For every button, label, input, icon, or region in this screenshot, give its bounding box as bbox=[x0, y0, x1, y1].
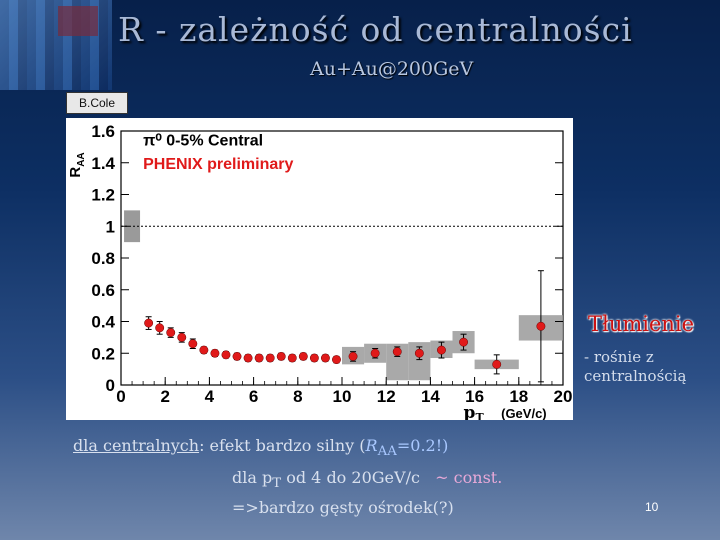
line2-prefix: dla p bbox=[232, 468, 273, 487]
data-point bbox=[265, 353, 275, 363]
y-tick-label: 0 bbox=[106, 376, 115, 395]
normalization-box bbox=[124, 210, 141, 243]
chart-panel: 0 0.2 0.4 0.6 0.8 1 1.2 1.4 1.6 0 2 4 6 8 10 12 14 16 18 20… bbox=[66, 118, 573, 420]
x-tick-label: 8 bbox=[293, 387, 302, 406]
y-tick-label: 0.2 bbox=[91, 344, 115, 363]
data-point bbox=[287, 353, 297, 363]
x-axis-unit: (GeV/c) bbox=[501, 406, 547, 420]
raa-symbol: R bbox=[365, 436, 378, 455]
y-axis-label-sub: AA bbox=[76, 152, 87, 166]
y-tick-label: 0.6 bbox=[91, 281, 115, 300]
y-tick-label: 1.6 bbox=[91, 122, 115, 141]
slide-title: R - zależność od centralności bbox=[118, 10, 633, 49]
y-tick-label: 1.4 bbox=[91, 154, 115, 173]
data-point bbox=[144, 318, 154, 328]
x-axis-label-main: p bbox=[464, 403, 476, 420]
systematic-band bbox=[408, 342, 431, 381]
data-point bbox=[155, 323, 165, 333]
data-point bbox=[243, 353, 253, 363]
summary-raa: RAA=0.2!) bbox=[365, 436, 449, 459]
x-tick-label: 4 bbox=[205, 387, 215, 406]
x-axis-label-sub: T bbox=[475, 411, 484, 420]
x-tick-label: 6 bbox=[249, 387, 258, 406]
chart-title: π⁰ 0-5% Central bbox=[143, 132, 263, 149]
raa-value: =0.2!) bbox=[396, 436, 449, 455]
y-tick-label: 1 bbox=[106, 217, 115, 236]
data-point bbox=[437, 345, 446, 355]
x-tick-label: 10 bbox=[333, 387, 352, 406]
x-tick-label: 14 bbox=[421, 387, 440, 406]
data-point bbox=[276, 351, 286, 361]
summary-text: : efekt bardzo silny ( bbox=[199, 436, 366, 455]
data-point bbox=[188, 339, 198, 349]
y-axis-label: RAA bbox=[67, 152, 87, 177]
data-point bbox=[309, 353, 319, 363]
slide-subtitle: Au+Au@200GeV bbox=[310, 58, 474, 80]
x-tick-label: 18 bbox=[509, 387, 528, 406]
x-axis-label: pT bbox=[464, 403, 485, 420]
chart-subtitle: PHENIX preliminary bbox=[143, 156, 293, 173]
data-point bbox=[166, 328, 176, 338]
data-point bbox=[370, 348, 380, 358]
x-tick-label: 20 bbox=[554, 387, 573, 406]
x-tick-label: 12 bbox=[377, 387, 396, 406]
y-tick-label: 0.4 bbox=[91, 313, 115, 332]
data-point bbox=[210, 348, 220, 358]
x-tick-label: 0 bbox=[116, 387, 125, 406]
data-point bbox=[348, 351, 358, 361]
y-tick-label: 1.2 bbox=[91, 186, 115, 205]
summary-line-3: =>bardzo gęsty ośrodek(?) bbox=[232, 498, 454, 517]
data-point bbox=[332, 355, 341, 365]
data-point bbox=[298, 351, 308, 361]
data-point bbox=[536, 321, 546, 331]
data-point bbox=[492, 359, 502, 369]
y-tick-label: 0.8 bbox=[91, 249, 115, 268]
systematic-band bbox=[386, 343, 409, 381]
credit-label: B.Cole bbox=[66, 92, 128, 114]
data-point bbox=[459, 337, 468, 347]
summary-line-1: dla centralnych: efekt bardzo silny (RAA… bbox=[73, 436, 448, 459]
x-tick-label: 2 bbox=[160, 387, 169, 406]
summary-label: dla centralnych bbox=[73, 436, 200, 455]
page-number: 10 bbox=[645, 500, 659, 514]
data-point bbox=[199, 345, 209, 355]
data-point bbox=[221, 350, 231, 360]
corner-decoration bbox=[0, 0, 112, 90]
line2-subscript: T bbox=[272, 476, 282, 492]
raa-chart: 0 0.2 0.4 0.6 0.8 1 1.2 1.4 1.6 0 2 4 6 8 10 12 14 16 18 20… bbox=[67, 122, 573, 420]
data-point bbox=[232, 351, 242, 361]
data-point bbox=[414, 348, 424, 358]
data-point bbox=[392, 347, 402, 357]
x-tick-label: 16 bbox=[465, 387, 484, 406]
y-axis-label-main: R bbox=[67, 167, 84, 178]
data-point bbox=[254, 353, 264, 363]
data-point bbox=[177, 332, 187, 342]
annotation-line-1: - rośnie z bbox=[584, 348, 654, 366]
line2-const: ~ const. bbox=[435, 468, 503, 487]
summary-line-2: dla pT od 4 do 20GeV/c ~ const. bbox=[232, 468, 502, 491]
annotation-line-2: centralnością bbox=[584, 367, 687, 385]
data-point bbox=[320, 353, 330, 363]
annotation-title: Tłumienie bbox=[588, 312, 695, 336]
annotation-text: - rośnie z centralnością bbox=[584, 348, 714, 386]
line2-middle: od 4 do 20GeV/c bbox=[281, 468, 436, 487]
raa-subscript: AA bbox=[377, 444, 397, 460]
